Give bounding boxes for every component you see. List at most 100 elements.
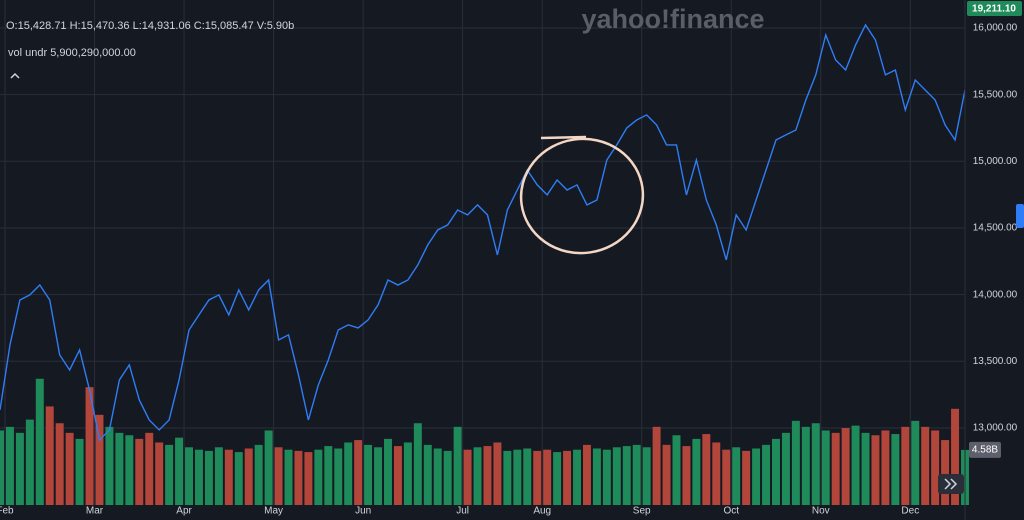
volume-bar: [762, 444, 771, 505]
volume-bar: [95, 414, 104, 505]
x-tick-label: Oct: [723, 506, 739, 517]
volume-bar: [5, 426, 14, 505]
volume-bar: [115, 432, 124, 505]
volume-bar: [911, 420, 920, 505]
volume-bar: [105, 426, 114, 505]
volume-bar: [165, 444, 174, 505]
volume-bar: [55, 423, 64, 505]
price-line: [0, 23, 966, 442]
volume-marker-box: [969, 441, 1001, 458]
volume-readout: vol undr 5,900,290,000.00: [8, 47, 136, 59]
volume-bar: [722, 449, 731, 505]
y-tick-label: 16,000.00: [973, 23, 1018, 34]
y-tick-label: 13,000.00: [973, 423, 1018, 434]
volume-bar: [75, 438, 84, 505]
volume-bar: [185, 447, 193, 505]
y-tick-label: 13,500.00: [973, 356, 1018, 367]
x-tick-label: Apr: [176, 506, 192, 517]
volume-bar: [642, 447, 651, 505]
axis-handle[interactable]: [1016, 204, 1024, 228]
volume-bar: [334, 448, 343, 505]
volume-bar: [274, 447, 283, 505]
volume-bar: [692, 438, 701, 505]
volume-bar: [413, 423, 422, 505]
volume-bar: [742, 450, 751, 505]
volume-bar: [831, 432, 840, 505]
volume-bar: [503, 450, 512, 505]
x-tick-label: Feb: [0, 506, 14, 517]
volume-bar: [254, 444, 263, 505]
volume-bar: [801, 426, 810, 505]
volume-bar: [65, 432, 74, 505]
volume-bar: [592, 448, 601, 505]
volume-bar: [672, 435, 681, 505]
volume-bar: [791, 420, 800, 505]
volume-bar: [214, 447, 223, 505]
volume-bar: [543, 449, 552, 505]
y-tick-label: 14,000.00: [973, 289, 1018, 300]
volume-bar: [652, 426, 661, 505]
volume-bar: [393, 446, 402, 505]
volume-bar: [752, 448, 761, 505]
ohlcv-readout: O:15,428.71 H:15,470.36 L:14,931.06 C:15…: [6, 20, 294, 32]
volume-bar: [453, 426, 462, 505]
yahoo-finance-logo: yahoo!finance: [581, 4, 764, 34]
volume-bar: [871, 435, 880, 505]
volume-bar: [194, 449, 203, 505]
volume-bar: [612, 447, 621, 505]
volume-bar: [204, 450, 213, 505]
volume-bar: [135, 438, 144, 505]
volume-bar: [662, 444, 671, 505]
volume-bar: [473, 447, 482, 505]
volume-bar: [423, 444, 432, 505]
volume-bar: [523, 448, 532, 505]
grid: [0, 0, 965, 505]
volume-bar: [145, 432, 154, 505]
volume-bar: [602, 449, 611, 505]
x-tick-label: May: [264, 506, 283, 517]
volume-bar: [901, 426, 910, 505]
circle-stroke-tail: [540, 135, 587, 140]
volume-bar: [85, 387, 94, 505]
x-tick-label: Dec: [901, 506, 919, 517]
scroll-right-icon: [944, 478, 958, 490]
volume-bar: [403, 442, 412, 505]
volume-bar: [861, 432, 870, 505]
y-tick-label: 15,000.00: [973, 156, 1018, 167]
x-tick-label: Jul: [456, 506, 469, 517]
y-tick-label: 15,500.00: [973, 89, 1018, 100]
x-tick-label: Aug: [533, 506, 551, 517]
volume-bar: [264, 430, 273, 505]
volume-bar: [582, 444, 591, 505]
volume-marker-label: 4.58B: [972, 445, 998, 456]
volume-bar: [463, 449, 472, 505]
collapse-toggle[interactable]: [10, 72, 20, 79]
volume-bar: [344, 442, 353, 505]
volume-bar: [941, 440, 950, 505]
volume-bar: [513, 449, 522, 505]
volume-bar: [35, 378, 44, 505]
volume-bar: [483, 446, 492, 505]
x-tick-label: Jun: [355, 506, 371, 517]
volume-bar: [772, 438, 780, 505]
volume-bar: [304, 452, 313, 505]
volume-bar: [951, 408, 960, 505]
volume-bar: [15, 432, 24, 505]
volume-bar: [125, 435, 134, 505]
volume-bar: [324, 446, 333, 505]
volume-bar: [851, 425, 860, 505]
volume-bar: [314, 449, 323, 505]
volume-bar: [155, 442, 164, 505]
volume-bar: [712, 442, 721, 505]
volume-bar: [25, 419, 34, 505]
x-tick-label: Sep: [633, 506, 651, 517]
volume-bar: [224, 449, 233, 505]
volume-bar: [244, 448, 253, 505]
volume-bar: [364, 444, 373, 505]
hand-drawn-circle: [519, 137, 645, 255]
volume-bar: [622, 446, 631, 505]
volume-bar: [921, 426, 930, 505]
volume-bar: [354, 440, 363, 505]
